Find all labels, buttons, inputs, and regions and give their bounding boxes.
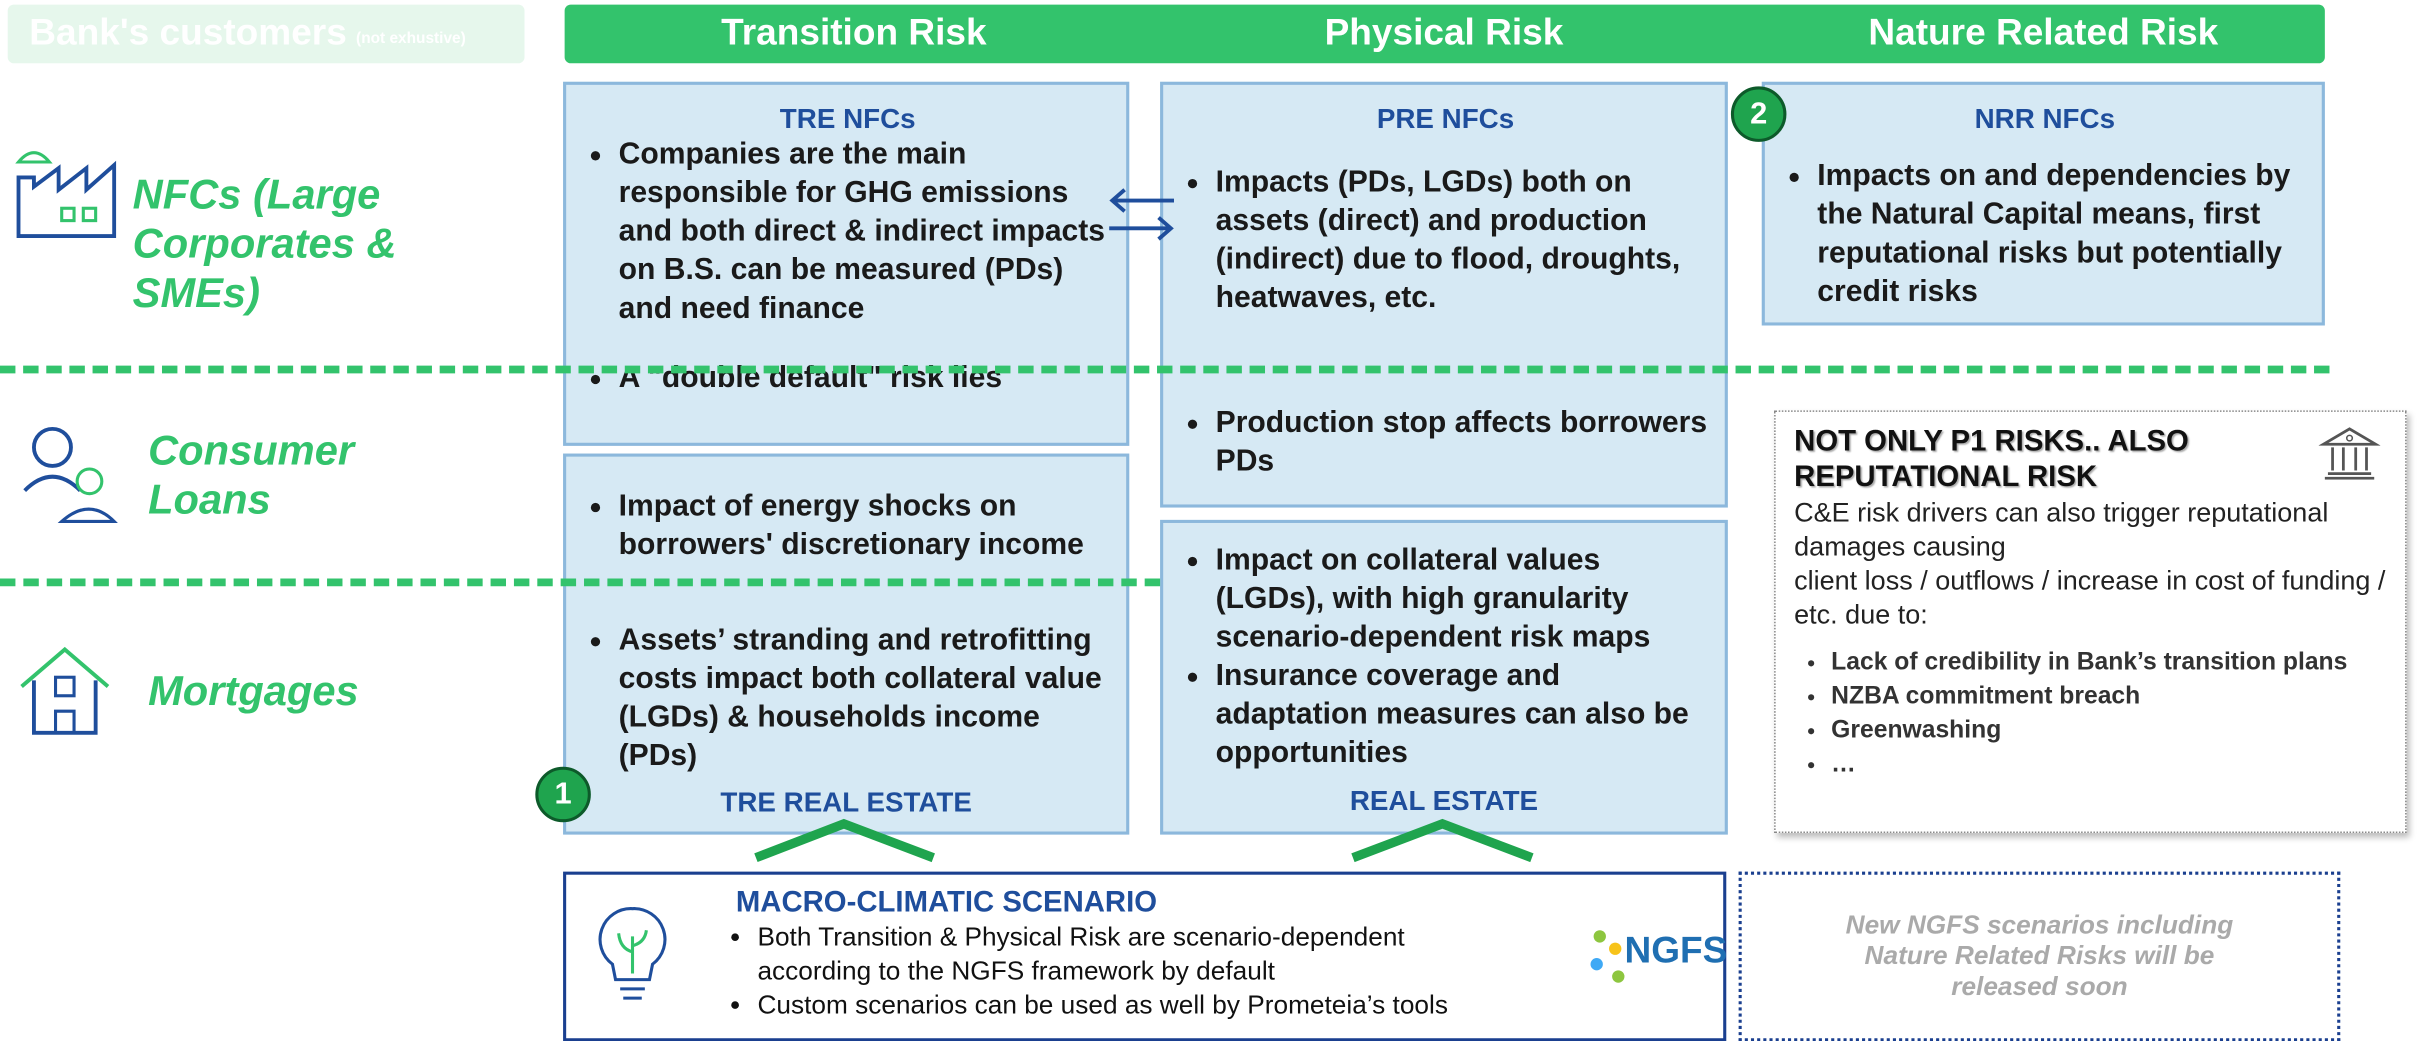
bullet: Impact on collateral values (LGDs), with…	[1216, 541, 1713, 657]
row-divider	[0, 578, 1161, 587]
badge: 1	[535, 766, 591, 823]
person-icon	[23, 426, 118, 523]
real-estate-box: Impact on collateral values (LGDs), with…	[1160, 519, 1728, 835]
box-title: MACRO-CLIMATIC SCENARIO	[735, 887, 1158, 920]
pre-nfcs-box: PRE NFCs Impacts (PDs, LGDs) both on ass…	[1160, 81, 1728, 508]
factory-icon	[15, 151, 117, 238]
row-label: Mortgages	[148, 667, 359, 715]
column-header: Physical Risk	[1324, 12, 1564, 54]
bullet: …	[1831, 748, 2386, 782]
bullet: Companies are the main responsible for G…	[619, 136, 1114, 329]
bullet: Custom scenarios can be used as well by …	[757, 989, 1482, 1023]
bullet: Impact of energy shocks on borrowers' di…	[619, 487, 1114, 564]
bullet: NZBA commitment breach	[1831, 680, 2386, 714]
box-title: PRE NFCs	[1376, 103, 1515, 135]
box-title: TRE REAL ESTATE	[720, 786, 972, 818]
bullet: Insurance coverage and adaptation measur…	[1216, 657, 1713, 773]
bullet: Assets’ stranding and retrofitting costs…	[619, 622, 1114, 776]
bullet: Greenwashing	[1831, 714, 2386, 748]
paragraph: client loss / outflows / increase in cos…	[1794, 564, 2386, 630]
box-title: NOT ONLY P1 RISKS.. ALSO REPUTATIONAL RI…	[1794, 425, 2189, 494]
header-note: (not exhustive)	[356, 30, 466, 48]
box-title: REAL ESTATE	[1349, 785, 1539, 817]
logo-leaves	[1590, 930, 1625, 983]
bullet: Lack of credibility in Bank’s transition…	[1831, 646, 2386, 680]
customers-header: Bank's customers (not exhustive)	[7, 4, 525, 64]
row-label: Consumer Loans	[148, 427, 355, 523]
row-label: NFCs (Large Corporates & SMEs)	[132, 171, 397, 317]
scenario-box: MACRO-CLIMATIC SCENARIO Both Transition …	[563, 871, 1727, 1041]
tre-nfcs-box: TRE NFCs Companies are the main responsi…	[563, 81, 1130, 446]
bullet: Impacts (PDs, LGDs) both on assets (dire…	[1216, 164, 1713, 318]
badge: 2	[1730, 86, 1787, 142]
tre-real-estate-box: Impact of energy shocks on borrowers' di…	[563, 453, 1130, 835]
ngfs-logo: NGFS	[1584, 921, 1727, 992]
box-title: TRE NFCs	[779, 103, 916, 135]
row-divider	[0, 365, 2330, 374]
paragraph: C&E risk drivers can also trigger reputa…	[1794, 496, 2329, 562]
box-title: NRR NFCs	[1974, 103, 2116, 135]
chevrons	[754, 818, 1534, 863]
risk-header-bar	[564, 4, 2325, 64]
logo-text: NGFS	[1624, 930, 1728, 972]
bullet: Impacts on and dependencies by the Natur…	[1817, 157, 2309, 311]
column-header: Nature Related Risk	[1868, 12, 2219, 54]
column-header: Transition Risk	[721, 12, 987, 54]
nrr-nfcs-box: NRR NFCs Impacts on and dependencies by …	[1761, 81, 2325, 326]
bank-icon	[2318, 427, 2381, 480]
bullet: Both Transition & Physical Risk are scen…	[757, 921, 1482, 989]
ngfs-note: New NGFS scenarios including Nature Rela…	[1738, 871, 2341, 1041]
bulb-icon	[598, 907, 667, 1000]
house-icon	[20, 646, 110, 735]
header-text: Bank's customers	[29, 12, 347, 54]
reputational-box: NOT ONLY P1 RISKS.. ALSO REPUTATIONAL RI…	[1774, 410, 2407, 834]
bullet: Production stop affects borrowers PDs	[1216, 404, 1713, 481]
bidirectional-arrow	[1109, 188, 1174, 241]
